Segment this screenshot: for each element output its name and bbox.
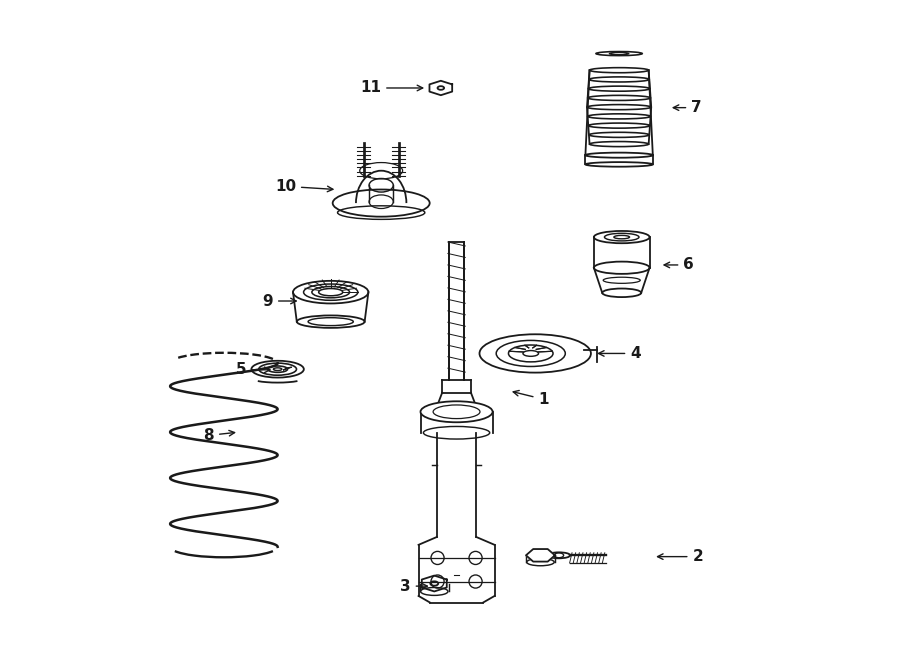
Text: 7: 7 [673,100,702,115]
Text: 8: 8 [203,428,235,443]
Polygon shape [526,549,555,562]
Text: 4: 4 [598,346,641,361]
Text: 3: 3 [400,578,428,594]
Text: 9: 9 [263,293,296,309]
Text: 11: 11 [360,81,423,95]
Text: 2: 2 [658,549,703,564]
Text: 1: 1 [513,391,549,407]
Text: 10: 10 [274,179,333,194]
Ellipse shape [420,401,492,422]
Text: 6: 6 [664,257,694,272]
Text: 5: 5 [236,362,270,377]
